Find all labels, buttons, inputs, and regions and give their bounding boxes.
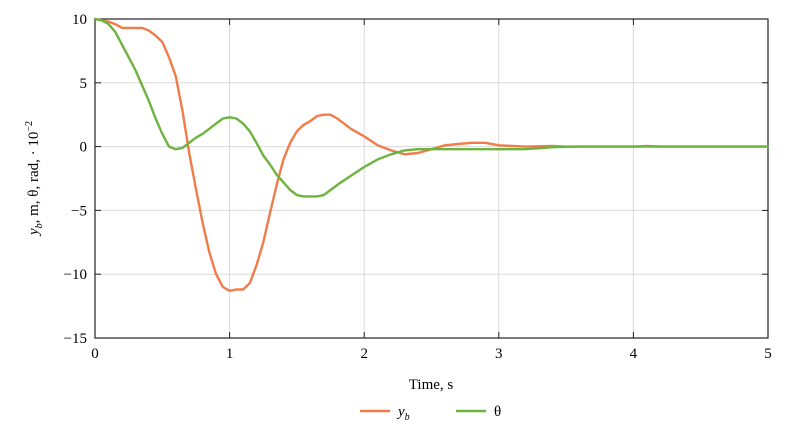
x-tick-label: 2 <box>360 346 368 362</box>
series-line-theta <box>93 17 770 198</box>
y-tick-label: 5 <box>80 76 88 92</box>
y-axis-label-exp: −2 <box>24 121 35 132</box>
series-line-yb <box>93 17 770 292</box>
grid <box>95 19 768 338</box>
x-tick-label: 4 <box>630 346 638 362</box>
plot-frame <box>94 18 769 339</box>
x-tick-label: 5 <box>764 346 772 362</box>
x-tick-label: 0 <box>91 346 99 362</box>
y-tick-label: 0 <box>80 140 88 156</box>
y-axis-label: yb, m, θ, rad, · 10−2 <box>24 121 45 237</box>
y-axis-label-var-sub: b <box>34 223 45 228</box>
legend-label-theta: θ <box>494 404 501 420</box>
x-tick-label: 1 <box>226 346 234 362</box>
y-tick-label: −15 <box>64 331 87 347</box>
y-tick-label: −10 <box>64 267 87 283</box>
y-tick-label: −5 <box>71 203 87 219</box>
y-axis-label-var: y <box>26 228 42 237</box>
x-tick-label: 3 <box>495 346 503 362</box>
axis-ticks: 0 1 2 3 4 5 10 5 0 −5 −10 −15 <box>64 12 772 362</box>
legend: yb θ <box>360 404 501 423</box>
y-tick-label: 10 <box>72 12 87 28</box>
series-lines <box>93 17 770 292</box>
x-axis-label: Time, s <box>409 377 454 393</box>
y-axis-label-rest: , m, θ, rad, · 10 <box>26 132 42 224</box>
legend-label-yb: yb <box>396 404 410 423</box>
